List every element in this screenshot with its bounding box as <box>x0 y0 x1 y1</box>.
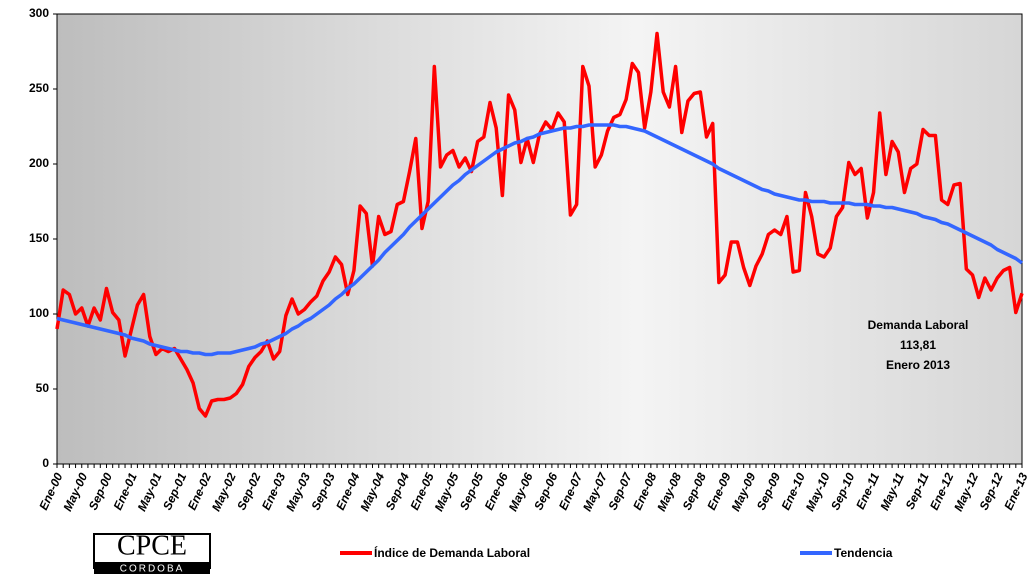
y-tick-label: 300 <box>29 6 49 20</box>
annotation: Demanda Laboral <box>868 318 969 332</box>
logo-text: CORDOBA <box>120 564 185 575</box>
y-tick-label: 250 <box>29 81 49 95</box>
plot-area <box>56 13 1023 465</box>
y-tick-label: 200 <box>29 156 49 170</box>
annotation: Enero 2013 <box>886 358 950 372</box>
y-tick-label: 0 <box>42 456 49 470</box>
line-series <box>56 123 1024 357</box>
annotation: 113,81 <box>900 338 936 352</box>
y-tick-label: 100 <box>29 306 49 320</box>
logo-text: CPCE <box>117 530 187 561</box>
logo: CPCE CORDOBA <box>93 530 211 575</box>
y-tick-label: 150 <box>29 231 49 245</box>
y-tick-label: 50 <box>36 381 50 395</box>
legend-label: Índice de Demanda Laboral <box>374 545 530 560</box>
legend-label: Tendencia <box>834 546 893 560</box>
logo-band <box>94 562 210 574</box>
